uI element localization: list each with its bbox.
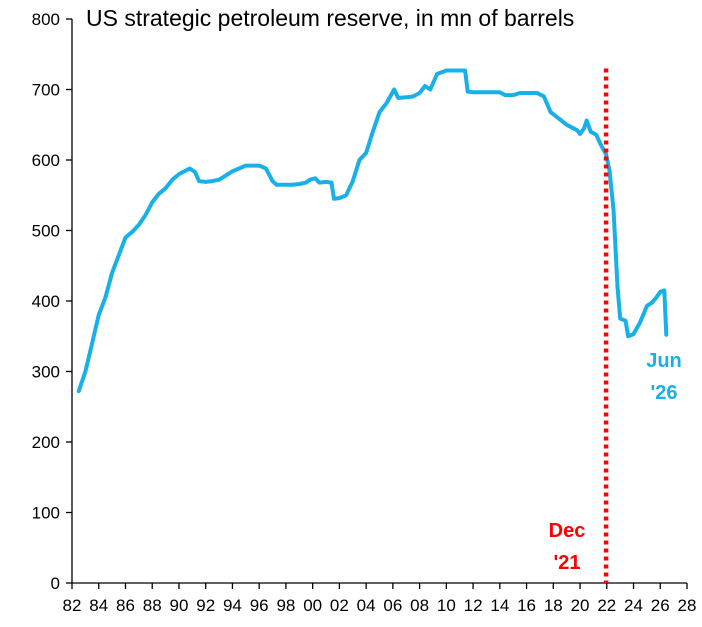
y-tick-label: 600 <box>32 151 60 170</box>
y-tick-label: 400 <box>32 292 60 311</box>
x-tick-label: 86 <box>116 596 135 615</box>
x-tick-label: 04 <box>357 596 376 615</box>
x-tick-label: 18 <box>544 596 563 615</box>
x-tick-label: 84 <box>89 596 108 615</box>
annotation-layer: Jun '26 Dec '21 <box>549 68 682 583</box>
series-line-0 <box>76 68 669 394</box>
dec-21-label: Dec '21 <box>549 520 586 574</box>
y-tick-label: 100 <box>32 504 60 523</box>
x-tick-label: 98 <box>276 596 295 615</box>
x-tick-label: 06 <box>383 596 402 615</box>
x-tick-label: 22 <box>597 596 616 615</box>
x-tick-label: 20 <box>571 596 590 615</box>
x-tick-label: 02 <box>330 596 349 615</box>
x-tick-label: 00 <box>303 596 322 615</box>
y-tick-label: 0 <box>51 574 60 593</box>
chart-title: US strategic petroleum reserve, in mn of… <box>86 5 574 31</box>
x-tick-label: 96 <box>250 596 269 615</box>
jun-26-label-line: Jun <box>646 350 682 372</box>
x-tick-label: 10 <box>437 596 456 615</box>
x-tick-label: 88 <box>143 596 162 615</box>
y-tick-label: 300 <box>32 363 60 382</box>
x-tick-label: 16 <box>517 596 536 615</box>
x-tick-label: 24 <box>624 596 643 615</box>
y-axis: 0 100 200 300 400 500 600 700 800 <box>32 10 73 593</box>
x-axis: 82 84 86 88 90 92 94 96 98 00 02 04 06 08 10 12 14 16 18 20… <box>63 582 697 615</box>
x-tick-label: 28 <box>678 596 697 615</box>
x-tick-label: 90 <box>169 596 188 615</box>
y-tick-label: 200 <box>32 433 60 452</box>
x-tick-label: 94 <box>223 596 242 615</box>
series-layer <box>76 68 669 394</box>
x-tick-label: 26 <box>651 596 670 615</box>
x-tick-label: 12 <box>464 596 483 615</box>
y-tick-label: 500 <box>32 222 60 241</box>
x-tick-label: 92 <box>196 596 215 615</box>
y-tick-label: 800 <box>32 10 60 29</box>
jun-26-label: Jun '26 <box>646 350 682 404</box>
x-tick-label: 82 <box>63 596 82 615</box>
dec-21-label-line: '21 <box>553 552 580 574</box>
x-tick-label: 14 <box>490 596 509 615</box>
jun-26-label-line: '26 <box>650 382 677 404</box>
dec-21-label-line: Dec <box>549 520 586 542</box>
x-tick-label: 08 <box>410 596 429 615</box>
y-tick-label: 700 <box>32 81 60 100</box>
